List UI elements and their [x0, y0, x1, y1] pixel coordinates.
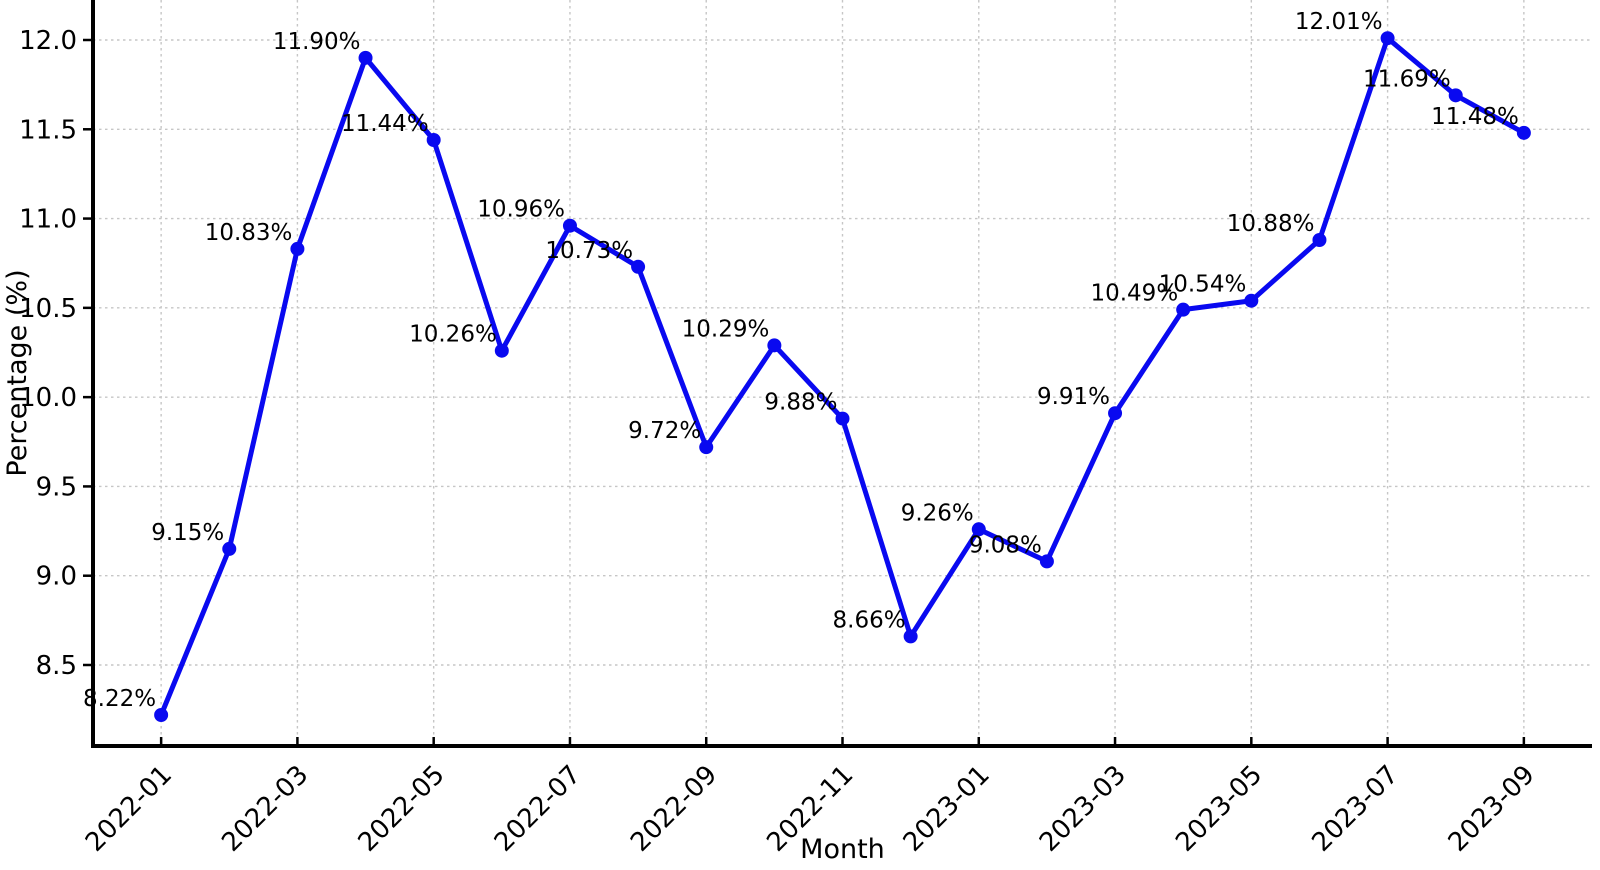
data-point [358, 50, 373, 65]
data-point [154, 707, 169, 722]
y-tick-label: 8.5 [36, 651, 77, 681]
data-point-label: 9.26% [901, 500, 974, 526]
data-point-label: 10.26% [409, 322, 497, 348]
data-point [1516, 125, 1531, 140]
data-point [1039, 554, 1054, 569]
grid [93, 0, 1592, 746]
y-axis: 8.5 9.0 9.5 10.0 10.5 11.0 11.5 12.0 [19, 26, 93, 681]
data-point [1448, 88, 1463, 103]
data-point-label: 9.15% [151, 520, 224, 546]
data-point-label: 8.22% [83, 686, 156, 712]
x-tick-label: 2023-03 [1034, 760, 1132, 858]
data-labels: 8.22% 9.15% 10.83% 11.90% 11.44% 10.26% 10.96%… [83, 9, 1519, 712]
data-point-label: 10.83% [205, 220, 293, 246]
data-point [1380, 31, 1395, 46]
data-point [222, 541, 237, 556]
y-tick-label: 10.0 [19, 383, 77, 413]
data-points [154, 31, 1531, 722]
data-point-label: 10.88% [1227, 211, 1315, 237]
x-tick-label: 2022-05 [353, 760, 451, 858]
x-tick-label: 2023-01 [898, 760, 996, 858]
data-point-label: 9.72% [628, 418, 701, 444]
data-point-label: 9.91% [1037, 384, 1110, 410]
data-point-label: 9.88% [764, 390, 837, 416]
data-point-label: 10.29% [682, 316, 770, 342]
data-point [562, 218, 577, 233]
data-point [1244, 293, 1259, 308]
x-tick-label: 2022-09 [625, 760, 723, 858]
data-point-label: 11.69% [1363, 66, 1451, 92]
data-point-label: 11.44% [341, 111, 429, 137]
data-point-label: 11.90% [273, 29, 361, 55]
data-point [631, 259, 646, 274]
x-axis-title: Month [800, 834, 885, 865]
data-point [1176, 302, 1191, 317]
x-tick-label: 2022-07 [489, 760, 587, 858]
data-point [835, 411, 850, 426]
data-point [1312, 232, 1327, 247]
data-point-label: 10.54% [1159, 272, 1247, 298]
y-tick-label: 11.5 [19, 115, 77, 145]
data-point-label: 10.96% [477, 197, 565, 223]
x-tick-label: 2023-09 [1443, 760, 1541, 858]
x-tick-label: 2023-07 [1307, 760, 1405, 858]
axes [91, 0, 1592, 748]
y-tick-label: 9.5 [36, 472, 77, 502]
x-tick-label: 2022-03 [216, 760, 314, 858]
data-point [1108, 406, 1123, 421]
y-tick-label: 9.0 [36, 562, 77, 592]
data-point [290, 241, 305, 256]
data-point-label: 10.73% [545, 238, 633, 264]
x-tick-label: 2022-01 [80, 760, 178, 858]
data-point [699, 440, 714, 455]
data-point-label: 11.48% [1431, 104, 1519, 130]
y-tick-label: 10.5 [19, 294, 77, 324]
axis-titles: Month Percentage (%) [2, 269, 885, 865]
data-point [494, 343, 509, 358]
data-point [426, 132, 441, 147]
data-point-label: 9.08% [969, 532, 1042, 558]
data-point-label: 8.66% [833, 607, 906, 633]
y-tick-label: 12.0 [19, 26, 77, 56]
data-point [971, 522, 986, 537]
data-point [903, 629, 918, 644]
data-point-label: 12.01% [1295, 9, 1383, 35]
y-tick-label: 11.0 [19, 205, 77, 235]
data-point [767, 338, 782, 353]
x-tick-label: 2023-05 [1170, 760, 1268, 858]
data-point-label: 10.49% [1090, 281, 1178, 307]
y-axis-title: Percentage (%) [2, 269, 33, 476]
